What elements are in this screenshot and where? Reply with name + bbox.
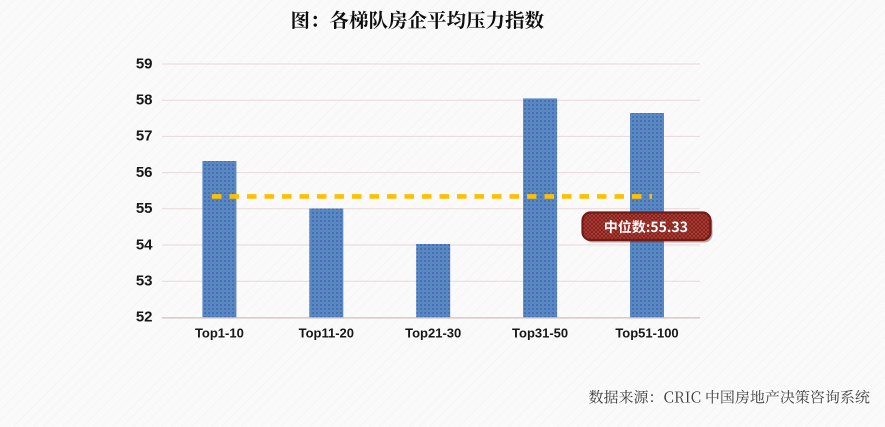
- svg-text:Top1-10: Top1-10: [195, 326, 244, 341]
- svg-text:Top11-20: Top11-20: [299, 326, 354, 341]
- svg-text:56: 56: [136, 164, 153, 181]
- svg-text:53: 53: [136, 273, 153, 290]
- svg-text:59: 59: [136, 55, 153, 72]
- svg-text:Top21-30: Top21-30: [405, 326, 461, 341]
- svg-text:58: 58: [136, 92, 153, 109]
- svg-text:Top31-50: Top31-50: [512, 326, 568, 341]
- svg-text:Top51-100: Top51-100: [615, 326, 678, 341]
- svg-text:57: 57: [136, 128, 153, 145]
- svg-text:55: 55: [136, 200, 153, 217]
- svg-text:54: 54: [136, 236, 153, 253]
- svg-text:52: 52: [136, 309, 153, 326]
